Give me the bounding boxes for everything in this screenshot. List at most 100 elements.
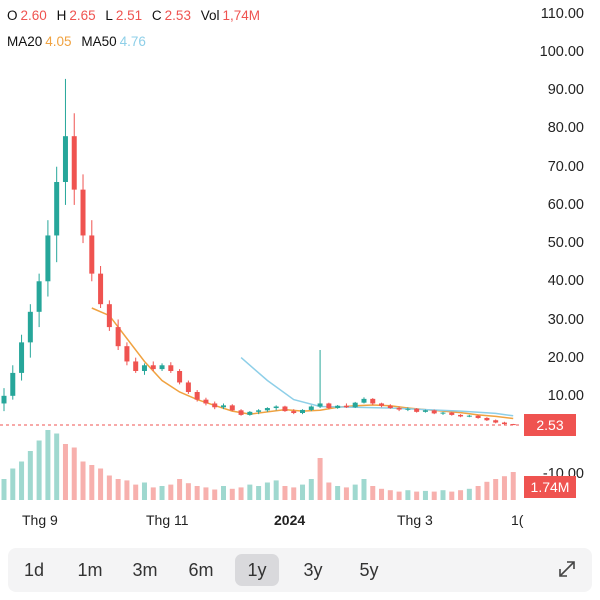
candle	[1, 388, 7, 412]
candle	[19, 334, 25, 381]
volume-bar	[510, 472, 516, 500]
ma20-value: 4.05	[45, 34, 72, 49]
candle	[27, 304, 33, 358]
candle	[501, 421, 507, 425]
volume-bar	[352, 484, 358, 500]
volume-bar	[440, 490, 446, 500]
candle	[159, 363, 165, 371]
volume-bar	[247, 484, 253, 500]
candle-body	[387, 405, 393, 409]
y-tick-label: 80.00	[547, 120, 584, 136]
low-label: L	[105, 8, 113, 23]
candle	[466, 414, 472, 418]
candle	[282, 405, 288, 412]
candle	[264, 407, 270, 412]
range-selector: 1d 1m 3m 6m 1y 3y 5y	[8, 548, 592, 592]
range-button-3y[interactable]: 3y	[303, 560, 323, 580]
volume-bar	[212, 489, 218, 500]
volume-bar	[106, 475, 112, 500]
candle-body	[414, 408, 420, 412]
candle-body	[177, 371, 183, 383]
volume-bar	[54, 433, 60, 500]
volume-bar	[273, 480, 279, 500]
y-tick-label: 40.00	[547, 273, 584, 289]
volume-bar	[1, 479, 7, 500]
candle-body	[194, 392, 200, 400]
candle	[229, 404, 235, 412]
y-tick-label: 50.00	[547, 235, 584, 251]
candle	[273, 405, 279, 411]
volume-bar	[80, 461, 86, 500]
range-button-1m[interactable]: 1m	[77, 560, 103, 580]
candle-body	[80, 189, 86, 236]
range-button-1d[interactable]: 1d	[23, 560, 45, 580]
volume-bar	[405, 490, 411, 500]
volume-bar	[282, 486, 288, 500]
volume-tag: 1.74M	[524, 476, 576, 498]
candle-body	[361, 398, 367, 403]
candle-body	[36, 281, 42, 312]
candle-body	[98, 273, 104, 305]
volume-label: Vol	[200, 8, 220, 23]
candle-body	[422, 410, 428, 412]
candle-body	[300, 409, 306, 413]
candle	[89, 220, 95, 282]
expand-icon[interactable]	[556, 558, 578, 580]
volume-value: 1,74M	[222, 8, 261, 23]
candle-body	[238, 410, 244, 415]
y-tick-label: 90.00	[547, 82, 584, 98]
candle-body	[115, 327, 121, 347]
candle	[194, 390, 200, 402]
candle	[10, 365, 16, 400]
candle	[440, 411, 446, 415]
candle	[124, 342, 130, 366]
volume-bar	[422, 490, 428, 500]
candle-body	[1, 395, 7, 404]
candle-body	[221, 405, 226, 408]
candle-body	[133, 361, 139, 371]
ma20-label: MA20	[7, 34, 43, 49]
candle-body	[141, 365, 147, 371]
candle-body	[493, 420, 499, 423]
range-button-5y[interactable]: 5y	[359, 560, 379, 580]
candle	[396, 406, 402, 412]
candle-body	[256, 410, 262, 412]
candle	[510, 423, 516, 426]
candle-body	[458, 414, 464, 417]
candle	[308, 405, 314, 412]
volume-bar	[308, 479, 314, 500]
candle	[71, 113, 77, 205]
ohlc-legend: O 2.60 H 2.65 L 2.51 C 2.53 Vol 1,74M	[7, 8, 266, 23]
open-label: O	[7, 8, 18, 23]
candle-body	[89, 235, 95, 274]
volume-bar	[431, 491, 437, 500]
candle-body	[159, 365, 165, 370]
volume-bar	[335, 486, 341, 500]
candle-body	[335, 405, 341, 409]
ma-legend: MA20 4.05 MA50 4.76	[7, 34, 152, 49]
x-tick-label: Thg 3	[397, 512, 433, 528]
volume-bar	[203, 487, 209, 500]
range-button-3m[interactable]: 3m	[132, 560, 158, 580]
candle-body	[466, 415, 472, 417]
candle	[150, 361, 156, 371]
candle	[449, 411, 455, 416]
price-chart[interactable]	[0, 0, 600, 540]
volume-bar	[317, 458, 323, 500]
volume-bar	[133, 484, 139, 500]
candle	[247, 411, 253, 416]
range-button-1y[interactable]: 1y	[235, 554, 279, 586]
volume-bar	[326, 482, 332, 500]
candle	[405, 407, 411, 412]
candle	[54, 166, 60, 263]
candle	[422, 409, 428, 413]
candle-body	[291, 411, 297, 413]
candle-body	[273, 406, 279, 409]
range-button-6m[interactable]: 6m	[188, 560, 214, 580]
last-price-tag: 2.53	[524, 414, 576, 436]
candle-body	[212, 403, 218, 408]
candle-body	[282, 406, 288, 412]
candle	[45, 220, 51, 297]
volume-bar	[229, 488, 235, 500]
y-tick-label: 60.00	[547, 197, 584, 213]
